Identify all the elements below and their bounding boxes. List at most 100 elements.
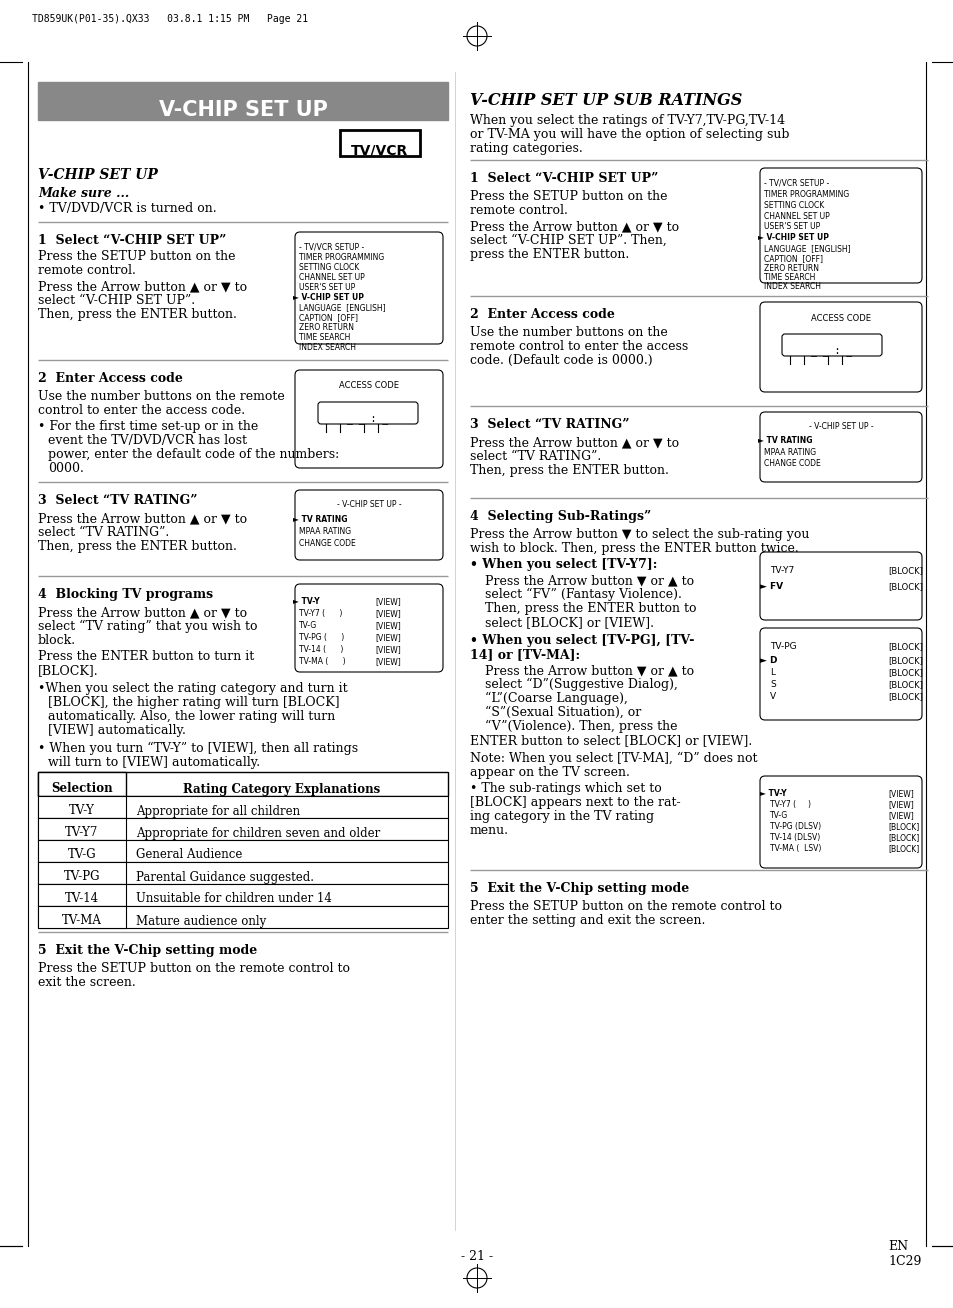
Text: - TV/VCR SETUP -: - TV/VCR SETUP -: [763, 178, 828, 187]
Text: TV-G: TV-G: [298, 621, 317, 630]
Text: ZERO RETURN: ZERO RETURN: [763, 264, 818, 273]
Text: • The sub-ratings which set to: • The sub-ratings which set to: [470, 782, 661, 795]
Text: Press the Arrow button ▼ to select the sub-rating you: Press the Arrow button ▼ to select the s…: [470, 528, 808, 542]
Text: Parental Guidance suggested.: Parental Guidance suggested.: [136, 871, 314, 883]
Text: ► V-CHIP SET UP: ► V-CHIP SET UP: [293, 293, 364, 302]
Bar: [38, 82, 448, 120]
Text: select “V-CHIP SET UP”. Then,: select “V-CHIP SET UP”. Then,: [470, 234, 666, 247]
Text: CAPTION  [OFF]: CAPTION [OFF]: [298, 313, 357, 322]
Text: TIMER PROGRAMMING: TIMER PROGRAMMING: [763, 190, 848, 199]
Text: [VIEW]: [VIEW]: [375, 596, 400, 606]
Text: _ _ : _: _ _ : _: [811, 347, 852, 357]
Text: ZERO RETURN: ZERO RETURN: [298, 323, 354, 332]
Text: [BLOCK] appears next to the rat-: [BLOCK] appears next to the rat-: [470, 797, 679, 810]
Bar: [38, 772, 448, 797]
Text: TV-PG (DLSV): TV-PG (DLSV): [769, 821, 821, 831]
Text: code. (Default code is 0000.): code. (Default code is 0000.): [470, 354, 652, 368]
Text: TV-MA: TV-MA: [62, 914, 102, 927]
Text: [BLOCK]: [BLOCK]: [887, 566, 922, 576]
Text: • TV/DVD/VCR is turned on.: • TV/DVD/VCR is turned on.: [38, 201, 216, 215]
Text: 2  Enter Access code: 2 Enter Access code: [38, 371, 183, 385]
Text: Press the Arrow button ▲ or ▼ to: Press the Arrow button ▲ or ▼ to: [38, 606, 247, 619]
Text: Selection: Selection: [51, 782, 112, 795]
Text: “S”(Sexual Situation), or: “S”(Sexual Situation), or: [484, 706, 640, 719]
Text: menu.: menu.: [470, 824, 509, 837]
Text: block.: block.: [38, 634, 76, 647]
Text: 2  Enter Access code: 2 Enter Access code: [470, 307, 615, 320]
Text: press the ENTER button.: press the ENTER button.: [470, 249, 629, 262]
Text: USER'S SET UP: USER'S SET UP: [298, 283, 355, 292]
Text: TV-14: TV-14: [65, 892, 99, 905]
Text: [BLOCK]: [BLOCK]: [887, 657, 922, 664]
Text: [VIEW]: [VIEW]: [887, 811, 913, 820]
Text: ► TV-Y: ► TV-Y: [760, 789, 786, 798]
Text: V-CHIP SET UP: V-CHIP SET UP: [158, 99, 327, 120]
Bar: [38, 862, 126, 884]
Text: _ _ : _: _ _ : _: [347, 415, 388, 425]
Text: TV-MA (      ): TV-MA ( ): [298, 657, 345, 666]
Text: Rating Category Explanations: Rating Category Explanations: [183, 782, 380, 795]
Text: 4  Blocking TV programs: 4 Blocking TV programs: [38, 589, 213, 600]
Bar: [38, 818, 126, 840]
Bar: [38, 906, 448, 927]
Text: CHANNEL SET UP: CHANNEL SET UP: [763, 212, 829, 221]
Text: 5  Exit the V-Chip setting mode: 5 Exit the V-Chip setting mode: [470, 882, 688, 895]
Text: will turn to [VIEW] automatically.: will turn to [VIEW] automatically.: [48, 756, 260, 769]
Text: [VIEW]: [VIEW]: [375, 633, 400, 642]
Bar: [38, 884, 126, 906]
Text: Use the number buttons on the remote: Use the number buttons on the remote: [38, 390, 284, 403]
Text: SETTING CLOCK: SETTING CLOCK: [298, 263, 359, 272]
FancyBboxPatch shape: [760, 167, 921, 283]
FancyBboxPatch shape: [760, 552, 921, 620]
Text: ENTER button to select [BLOCK] or [VIEW].: ENTER button to select [BLOCK] or [VIEW]…: [470, 734, 752, 747]
Text: Press the SETUP button on the: Press the SETUP button on the: [470, 190, 667, 203]
Text: Press the Arrow button ▲ or ▼ to: Press the Arrow button ▲ or ▼ to: [470, 220, 679, 233]
Text: appear on the TV screen.: appear on the TV screen.: [470, 766, 629, 780]
Text: ACCESS CODE: ACCESS CODE: [810, 314, 870, 323]
Text: Appropriate for children seven and older: Appropriate for children seven and older: [136, 827, 380, 840]
Text: INDEX SEARCH: INDEX SEARCH: [763, 283, 821, 290]
Text: ing category in the TV rating: ing category in the TV rating: [470, 810, 654, 823]
Text: ► TV-Y: ► TV-Y: [293, 596, 319, 606]
Text: TV-14 (      ): TV-14 ( ): [298, 645, 343, 654]
Text: [BLOCK]: [BLOCK]: [887, 692, 922, 701]
Text: wish to block. Then, press the ENTER button twice.: wish to block. Then, press the ENTER but…: [470, 542, 798, 555]
Text: rating categories.: rating categories.: [470, 143, 582, 156]
FancyBboxPatch shape: [294, 232, 442, 344]
Text: [BLOCK]: [BLOCK]: [887, 582, 922, 591]
Text: USER'S SET UP: USER'S SET UP: [763, 222, 820, 232]
Text: LANGUAGE  [ENGLISH]: LANGUAGE [ENGLISH]: [298, 303, 385, 313]
Text: LANGUAGE  [ENGLISH]: LANGUAGE [ENGLISH]: [763, 245, 850, 252]
Text: CAPTION  [OFF]: CAPTION [OFF]: [763, 254, 822, 263]
Text: SETTING CLOCK: SETTING CLOCK: [763, 201, 823, 211]
Text: [VIEW]: [VIEW]: [375, 645, 400, 654]
Text: When you select the ratings of TV-Y7,TV-PG,TV-14: When you select the ratings of TV-Y7,TV-…: [470, 114, 784, 127]
FancyBboxPatch shape: [294, 583, 442, 672]
Text: TIME SEARCH: TIME SEARCH: [298, 334, 350, 341]
Text: CHANGE CODE: CHANGE CODE: [763, 459, 820, 468]
Text: Mature audience only: Mature audience only: [136, 914, 266, 927]
Text: V-CHIP SET UP: V-CHIP SET UP: [38, 167, 157, 182]
Text: 3  Select “TV RATING”: 3 Select “TV RATING”: [38, 494, 197, 508]
Text: “V”(Violence). Then, press the: “V”(Violence). Then, press the: [484, 719, 677, 734]
Text: Press the Arrow button ▲ or ▼ to: Press the Arrow button ▲ or ▼ to: [470, 436, 679, 449]
FancyBboxPatch shape: [294, 370, 442, 468]
Text: 3  Select “TV RATING”: 3 Select “TV RATING”: [470, 419, 629, 432]
FancyBboxPatch shape: [294, 490, 442, 560]
Text: TIME SEARCH: TIME SEARCH: [763, 273, 815, 283]
Text: Press the SETUP button on the: Press the SETUP button on the: [38, 250, 235, 263]
Text: remote control to enter the access: remote control to enter the access: [470, 340, 687, 353]
Text: Then, press the ENTER button to: Then, press the ENTER button to: [484, 602, 696, 615]
Text: 14] or [TV-MA]:: 14] or [TV-MA]:: [470, 647, 579, 661]
Text: TV-Y7 (      ): TV-Y7 ( ): [298, 610, 342, 617]
Text: - 21 -: - 21 -: [460, 1250, 493, 1264]
Bar: [38, 818, 448, 840]
Text: [BLOCK]: [BLOCK]: [887, 668, 922, 678]
Text: [BLOCK]: [BLOCK]: [887, 821, 919, 831]
Text: TV-PG: TV-PG: [769, 642, 796, 651]
Text: 0000.: 0000.: [48, 462, 84, 475]
Text: TV-MA (  LSV): TV-MA ( LSV): [769, 844, 821, 853]
Text: [VIEW]: [VIEW]: [375, 657, 400, 666]
Text: [VIEW]: [VIEW]: [887, 789, 913, 798]
Text: TIMER PROGRAMMING: TIMER PROGRAMMING: [298, 252, 384, 262]
